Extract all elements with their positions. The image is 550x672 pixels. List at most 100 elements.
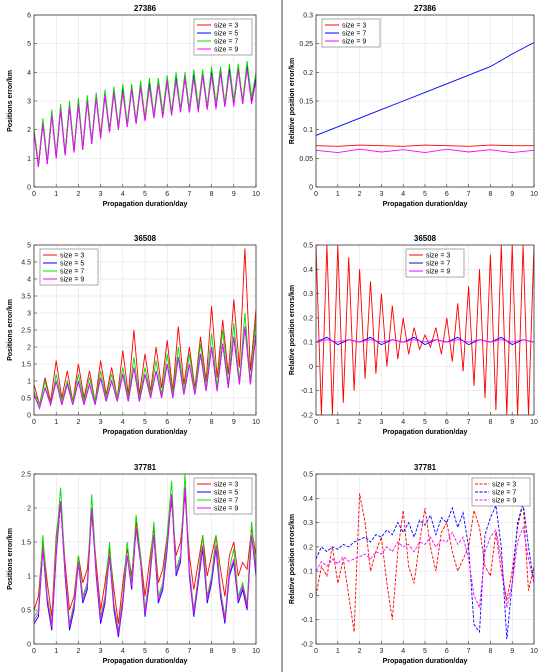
series-line-size-7 — [316, 502, 534, 640]
series-line-size-9 — [316, 339, 534, 343]
y-tick-label: -0.1 — [301, 617, 313, 624]
y-axis-label: Relative position errors/km — [289, 285, 296, 375]
x-axis-label: Propagation duration/day — [103, 429, 188, 436]
x-tick-label: 7 — [467, 191, 471, 198]
x-tick-label: 6 — [165, 191, 169, 198]
x-axis-label: Propagation duration/day — [103, 201, 188, 208]
y-tick-label: -0.2 — [301, 642, 313, 649]
y-tick-label: 0.3 — [303, 520, 313, 527]
y-tick-label: 0.4 — [303, 267, 313, 274]
x-tick-label: 9 — [232, 191, 236, 198]
x-tick-label: 3 — [379, 648, 383, 655]
x-tick-label: 4 — [401, 648, 405, 655]
x-tick-label: 5 — [423, 191, 427, 198]
y-tick-label: 2.5 — [21, 328, 31, 335]
y-tick-label: 0.2 — [303, 70, 313, 77]
chart-title: 27386 — [414, 4, 437, 13]
chart-title: 36508 — [134, 234, 157, 243]
y-tick-label: 1 — [27, 379, 31, 386]
x-tick-label: 7 — [187, 648, 191, 655]
legend-label: size = 3 — [60, 253, 84, 260]
x-tick-label: 4 — [401, 419, 405, 426]
x-tick-label: 6 — [445, 191, 449, 198]
x-tick-label: 1 — [336, 191, 340, 198]
x-tick-label: 0 — [32, 191, 36, 198]
series-line-size-3 — [316, 493, 534, 632]
y-tick-label: 2 — [27, 506, 31, 513]
x-tick-label: 1 — [54, 191, 58, 198]
chart-2: 0 1 2 3 4 5 6 7 8 9 10 0 0.05 0.1 0.15 0.2 0.25 0.3 27386 P… — [289, 4, 538, 208]
legend-label: size = 3 — [492, 482, 516, 489]
x-tick-label: 2 — [358, 419, 362, 426]
x-tick-label: 3 — [99, 648, 103, 655]
y-tick-label: 0.1 — [303, 340, 313, 347]
x-tick-label: 10 — [530, 648, 538, 655]
y-tick-label: -0.1 — [301, 388, 313, 395]
x-tick-label: 0 — [314, 191, 318, 198]
legend-label: size = 5 — [214, 31, 238, 38]
legend-label: size = 7 — [426, 261, 450, 268]
plot-frame — [315, 14, 535, 188]
x-tick-label: 2 — [76, 648, 80, 655]
legend-label: size = 9 — [60, 277, 84, 284]
y-tick-label: 0.2 — [303, 544, 313, 551]
y-tick-label: 0 — [27, 642, 31, 649]
x-tick-label: 10 — [252, 419, 260, 426]
x-tick-label: 1 — [54, 419, 58, 426]
legend-label: size = 7 — [60, 269, 84, 276]
y-tick-label: 0.3 — [303, 291, 313, 298]
x-tick-label: 6 — [165, 648, 169, 655]
x-tick-label: 1 — [336, 419, 340, 426]
x-tick-label: 4 — [121, 419, 125, 426]
x-tick-label: 7 — [187, 191, 191, 198]
y-tick-label: 1 — [27, 156, 31, 163]
y-tick-label: 0.3 — [303, 13, 313, 20]
y-axis-label: Positions error/km — [7, 528, 14, 590]
x-tick-label: 7 — [467, 419, 471, 426]
y-tick-label: 1.5 — [21, 362, 31, 369]
legend-label: size = 3 — [214, 23, 238, 30]
x-tick-label: 10 — [530, 419, 538, 426]
chart-4: 0 1 2 3 4 5 6 7 8 9 10 -0.2 -0.1 0 0.1 0.2 0.3 0.4 0.5 3650… — [289, 234, 538, 436]
x-tick-label: 0 — [32, 648, 36, 655]
y-tick-label: -0.2 — [301, 413, 313, 420]
x-axis-label: Propagation duration/day — [383, 658, 468, 665]
y-tick-label: 2.5 — [21, 472, 31, 479]
plot-frame — [33, 473, 257, 645]
y-tick-label: 2 — [27, 345, 31, 352]
x-tick-label: 2 — [358, 191, 362, 198]
y-tick-label: 0.5 — [303, 472, 313, 479]
x-tick-label: 0 — [32, 419, 36, 426]
x-tick-label: 5 — [143, 648, 147, 655]
x-tick-label: 8 — [210, 648, 214, 655]
x-tick-label: 5 — [423, 648, 427, 655]
y-tick-label: 0.4 — [303, 496, 313, 503]
x-tick-label: 8 — [210, 419, 214, 426]
y-tick-label: 0.5 — [303, 243, 313, 250]
x-tick-label: 1 — [336, 648, 340, 655]
x-tick-label: 10 — [252, 648, 260, 655]
y-tick-label: 2 — [27, 127, 31, 134]
legend-label: size = 9 — [426, 269, 450, 276]
x-tick-label: 8 — [488, 191, 492, 198]
y-tick-label: 0 — [309, 593, 313, 600]
x-tick-label: 10 — [252, 191, 260, 198]
x-tick-label: 9 — [510, 648, 514, 655]
y-axis-label: Relative position errors/km — [289, 514, 296, 604]
x-tick-label: 3 — [99, 191, 103, 198]
x-tick-label: 8 — [488, 419, 492, 426]
x-tick-label: 1 — [54, 648, 58, 655]
series-line-size-9 — [34, 326, 256, 410]
y-tick-label: 0 — [27, 185, 31, 192]
chart-title: 37781 — [414, 463, 437, 472]
series-line-size-3 — [316, 144, 534, 147]
legend-label: size = 3 — [342, 23, 366, 30]
x-tick-label: 0 — [314, 419, 318, 426]
legend-label: size = 9 — [214, 506, 238, 513]
y-tick-label: 1.5 — [21, 540, 31, 547]
